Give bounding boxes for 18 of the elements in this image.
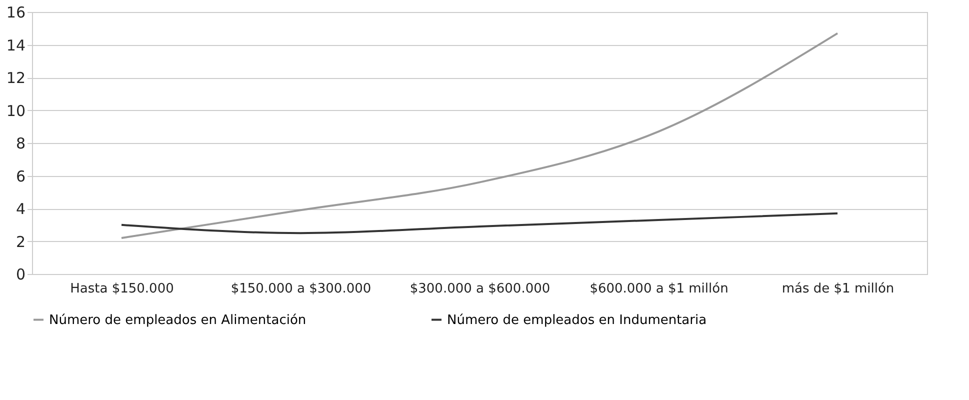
line-series (120, 212, 838, 234)
y-tick-label: 10 (6, 102, 26, 120)
x-tick-label: Hasta $150.000 (70, 282, 174, 296)
legend-label: Número de empleados en Alimentación (49, 312, 306, 328)
y-tick-label: 16 (6, 4, 26, 22)
y-tick-label: 4 (16, 200, 26, 218)
legend-label: Número de empleados en Indumentaria (447, 312, 707, 328)
x-tick-label: más de $1 millón (782, 282, 894, 296)
y-tick-label: 2 (16, 232, 26, 251)
x-tick-label: $600.000 a $1 millón (590, 282, 728, 296)
y-tick-label: 8 (16, 134, 26, 152)
x-tick-label: $300.000 a $600.000 (410, 282, 550, 296)
y-tick-label: 14 (6, 36, 26, 54)
y-tick-label: 6 (16, 167, 26, 186)
x-tick-label: $150.000 a $300.000 (230, 282, 372, 296)
y-tick-label: 0 (16, 266, 26, 284)
line-series (120, 32, 838, 239)
y-tick-label: 12 (6, 69, 26, 87)
